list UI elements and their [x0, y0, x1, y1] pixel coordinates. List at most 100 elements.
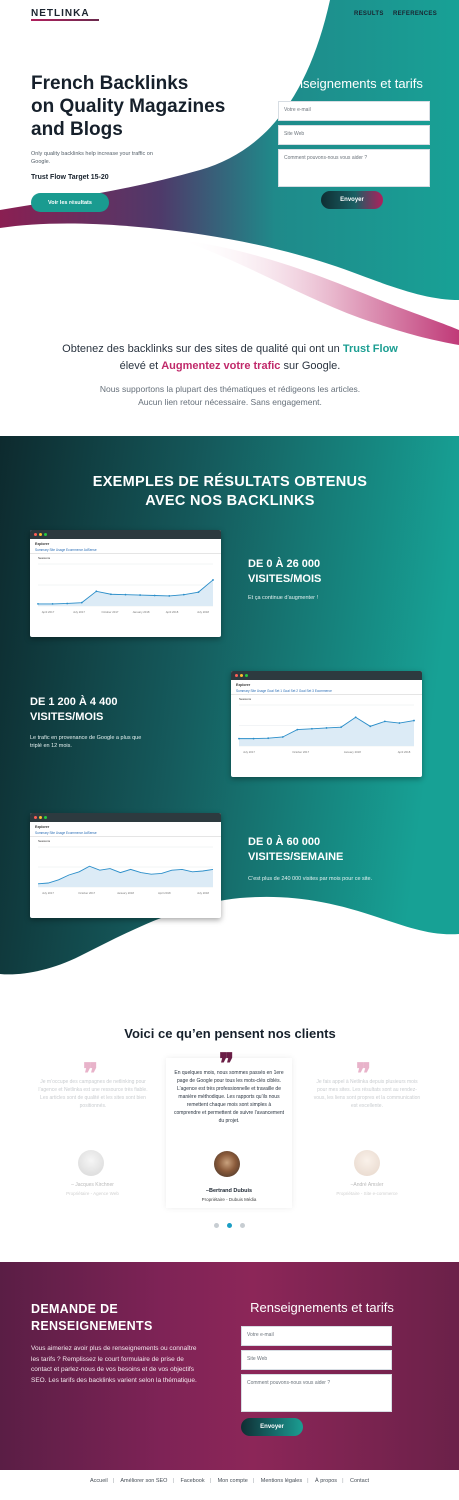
chart-point — [369, 725, 372, 728]
chart-point — [80, 601, 83, 604]
chart-axis-label: April 2018 — [166, 610, 179, 614]
testimonial-card-left[interactable]: ❞ Je m’occupe des campagnes de netlinkin… — [30, 1058, 155, 1208]
intro-text-part: sur Google. — [283, 360, 341, 372]
chart-point — [413, 719, 415, 722]
chart-point — [110, 593, 112, 596]
result-1-text: Et ça continue d’augmenter ! — [248, 595, 319, 601]
minimize-dot — [39, 533, 42, 536]
window-titlebar — [30, 530, 221, 539]
footer-link-contact[interactable]: Contact — [350, 1478, 369, 1484]
analytics-tabs: Summary Site Usage Ecommerce AdSense — [30, 547, 221, 554]
chart-axis-label: July 2018 — [197, 610, 209, 614]
analytics-metric-label: Sessions — [38, 839, 51, 843]
testimonial-text: En quelques mois, nous sommes passés en … — [173, 1070, 285, 1124]
hero-submit-button[interactable]: Envoyer — [321, 191, 383, 209]
results-title-line: EXEMPLES DE RÉSULTATS OBTENUS — [92, 474, 368, 490]
result-2-text: Le trafic en provenance de Google a plus… — [30, 735, 142, 749]
testimonial-name: – Jacques Kirchner — [71, 1182, 114, 1188]
nav-results[interactable]: RESULTS — [354, 11, 384, 17]
hero-form-title: Renseignements et tarifs — [279, 76, 423, 91]
intro-highlight-trust-flow: Trust Flow — [342, 343, 398, 355]
hero-background — [0, 0, 459, 345]
chart-point — [281, 736, 284, 738]
hero-title-line: French Backlinks — [31, 73, 189, 94]
intro-subtext-line: Nous supportons la plupart des thématiqu… — [99, 384, 361, 394]
analytics-screenshot-3: Explorer Summary Site Usage Ecommerce Ad… — [30, 813, 221, 918]
hero-website-field[interactable]: Site Web — [278, 125, 430, 145]
quote-icon: ❞ — [83, 1058, 99, 1089]
chart-point — [95, 590, 98, 593]
maximize-dot — [245, 674, 248, 677]
carousel-dot-2-active[interactable] — [227, 1223, 232, 1228]
footer-separator: | — [307, 1478, 309, 1484]
chart-axis-label: April 2017 — [42, 610, 55, 614]
chart-point — [383, 720, 386, 723]
chart-point — [212, 579, 214, 581]
results-title: EXEMPLES DE RÉSULTATS OBTENUS AVEC NOS B… — [60, 473, 400, 511]
contact-message-field[interactable]: Comment pouvons-nous vous aider ? — [241, 1374, 392, 1412]
contact-website-field[interactable]: Site Web — [241, 1350, 392, 1370]
carousel-dot-1[interactable] — [214, 1223, 219, 1228]
chart-point — [197, 591, 200, 594]
chart-area — [38, 579, 213, 606]
chart-axis-label: July 2017 — [42, 891, 54, 895]
result-3-heading: DE 0 À 60 000 VISITES/SEMAINE — [248, 835, 343, 865]
chart-point — [354, 716, 357, 719]
intro-subtext: Nous supportons la plupart des thématiqu… — [60, 383, 400, 409]
result-heading-line: DE 1 200 À 4 400 — [30, 696, 118, 708]
testimonial-card-center[interactable]: ❞ En quelques mois, nous sommes passés e… — [166, 1050, 292, 1208]
footer-link-account[interactable]: Mon compte — [217, 1478, 248, 1484]
testimonial-role: Propriétaire - Site e-commerce — [336, 1191, 398, 1196]
see-results-button[interactable]: Voir les résultats — [31, 193, 109, 212]
contact-submit-button[interactable]: Envoyer — [241, 1418, 303, 1436]
chart-point — [182, 593, 185, 596]
chart-point — [139, 594, 141, 596]
contact-text: Vous aimeriez avoir plus de renseignemen… — [31, 1345, 197, 1384]
chart-point — [153, 594, 156, 597]
testimonial-name: –Bertrand Dubuis — [205, 1188, 253, 1194]
logo[interactable]: NETLINKA — [31, 8, 90, 19]
contact-email-field[interactable]: Votre e-mail — [241, 1326, 392, 1346]
chart-axis-label: January 2018 — [117, 891, 134, 895]
chart-axis-label: January 2018 — [133, 610, 150, 614]
testimonial-text: Je m’occupe des campagnes de netlinking … — [38, 1079, 148, 1109]
close-dot — [235, 674, 238, 677]
chart-axis-label: July 2018 — [197, 891, 209, 895]
chart-point — [124, 593, 127, 596]
chart-point — [325, 727, 328, 729]
testimonials-title: Voici ce qu’en pensent nos clients — [124, 1026, 336, 1041]
window-titlebar — [231, 671, 422, 680]
nav-references[interactable]: REFERENCES — [393, 11, 438, 17]
footer-link-legal[interactable]: Mentions légales — [260, 1478, 303, 1484]
testimonial-card-right[interactable]: ❞ Je fais appel à Netlinka depuis plusie… — [306, 1058, 428, 1208]
hero-subtitle: Only quality backlinks help increase you… — [31, 151, 153, 165]
footer-link-seo[interactable]: Améliorer son SEO — [120, 1478, 168, 1484]
sessions-chart-1: April 2017 July 2017 October 2017 January 2… — [37, 563, 214, 614]
maximize-dot — [44, 533, 47, 536]
carousel-dot-3[interactable] — [240, 1223, 245, 1228]
chart-area — [239, 717, 414, 746]
footer-link-about[interactable]: À propos — [315, 1478, 338, 1484]
footer-link-facebook[interactable]: Facebook — [180, 1478, 205, 1484]
window-titlebar — [30, 813, 221, 822]
sessions-chart-3: July 2017 October 2017 January 2018 April 2… — [37, 846, 214, 895]
logo-underline — [31, 19, 99, 21]
result-heading-line: DE 0 À 26 000 — [248, 558, 321, 570]
result-heading-line: VISITES/SEMAINE — [248, 851, 344, 863]
hero-message-field[interactable]: Comment pouvons-nous vous aider ? — [278, 149, 430, 187]
close-dot — [34, 816, 37, 819]
analytics-screenshot-1: Explorer Summary Site Usage Ecommerce Ad… — [30, 530, 221, 637]
footer-separator: | — [172, 1478, 174, 1484]
contact-title-line: RENSEIGNEMENTS — [31, 1319, 153, 1333]
intro-text-part: Obtenez des backlinks sur des sites de q… — [62, 343, 340, 355]
results-title-line: AVEC NOS BACKLINKS — [145, 493, 315, 509]
chart-axis-label: October 2017 — [102, 610, 119, 614]
intro-text: Obtenez des backlinks sur des sites de q… — [60, 341, 400, 375]
analytics-metric-label: Sessions — [239, 697, 252, 701]
chart-point — [398, 722, 401, 724]
intro-subtext-line: Aucun lien retour nécessaire. Sans engag… — [138, 397, 322, 407]
hero-email-field[interactable]: Votre e-mail — [278, 101, 430, 121]
analytics-app-title: Explorer — [35, 542, 50, 546]
avatar — [78, 1150, 104, 1176]
footer-link-home[interactable]: Accueil — [89, 1478, 108, 1484]
